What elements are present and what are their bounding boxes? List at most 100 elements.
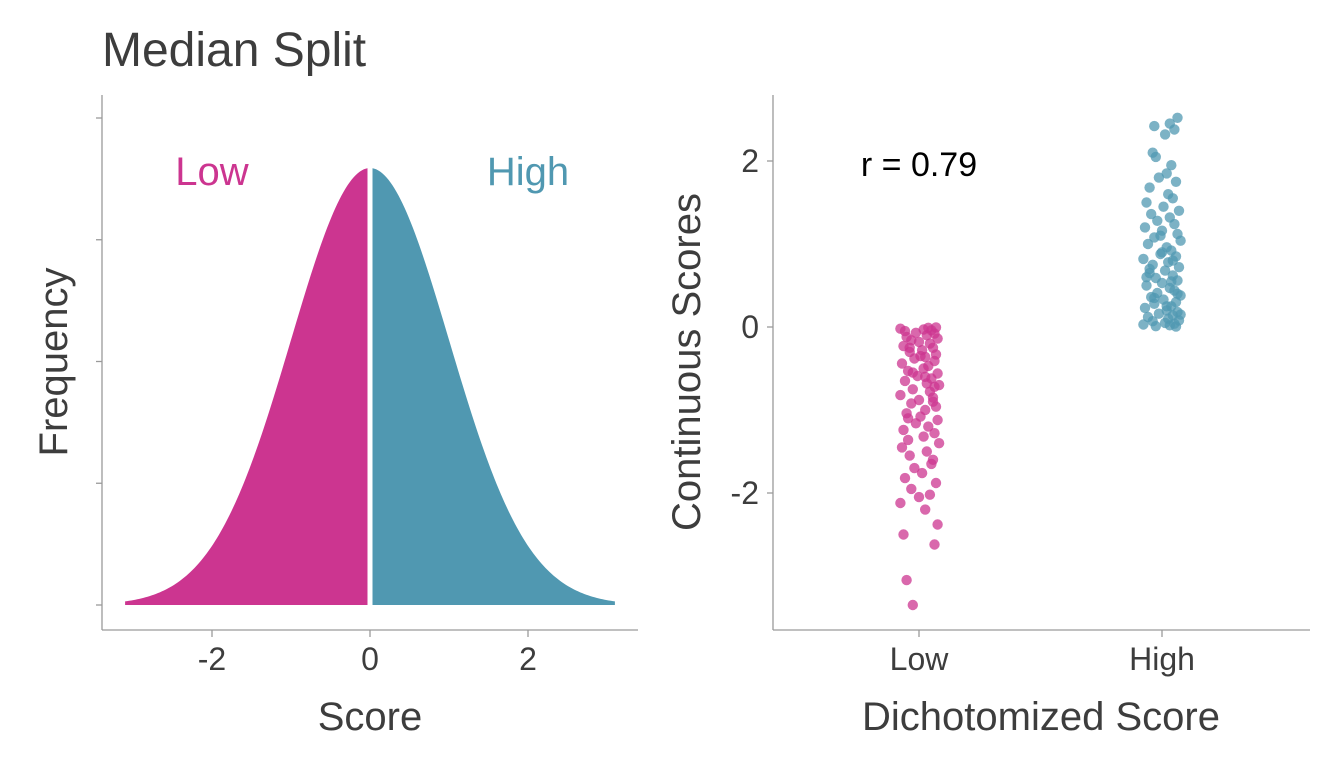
low-point bbox=[904, 342, 915, 353]
low-point bbox=[929, 428, 940, 439]
low-point bbox=[904, 450, 915, 461]
right-y-tick-label: 2 bbox=[741, 143, 759, 179]
low-point bbox=[895, 323, 906, 334]
high-density-area bbox=[370, 168, 615, 605]
low-point bbox=[898, 529, 909, 540]
left-x-tick-label: 0 bbox=[361, 641, 379, 677]
high-point bbox=[1172, 288, 1183, 299]
high-point bbox=[1146, 208, 1157, 220]
high-point bbox=[1167, 255, 1179, 266]
low-point bbox=[932, 519, 943, 530]
low-point bbox=[920, 371, 931, 382]
left-y-ticks bbox=[96, 117, 102, 606]
scatter-chart: -2 0 2 Low High r = 0.79 Dichotomized Score… bbox=[665, 95, 1310, 739]
high-point bbox=[1166, 276, 1177, 287]
left-x-ticks: -2 0 2 bbox=[198, 630, 537, 677]
low-point bbox=[909, 462, 920, 474]
low-point bbox=[902, 413, 914, 424]
low-region-label: Low bbox=[175, 150, 248, 194]
scatter-points bbox=[895, 112, 1186, 611]
low-point bbox=[913, 394, 925, 406]
low-point bbox=[932, 414, 943, 426]
low-point bbox=[906, 483, 917, 495]
high-region-label: High bbox=[487, 150, 569, 194]
high-point bbox=[1175, 309, 1186, 320]
low-point bbox=[898, 424, 909, 436]
high-point bbox=[1142, 238, 1154, 250]
low-point bbox=[923, 421, 934, 432]
high-point bbox=[1159, 265, 1171, 276]
right-x-ticks: Low High bbox=[890, 630, 1195, 677]
low-point bbox=[920, 404, 931, 416]
low-point bbox=[907, 367, 918, 378]
low-point bbox=[932, 368, 943, 379]
low-point bbox=[933, 438, 945, 449]
high-point bbox=[1161, 168, 1172, 179]
high-point bbox=[1161, 301, 1172, 312]
low-point bbox=[907, 384, 918, 395]
right-y-axis-label: Continuous Scores bbox=[665, 193, 709, 531]
high-point bbox=[1167, 193, 1179, 204]
low-point bbox=[927, 396, 939, 407]
high-point bbox=[1172, 112, 1183, 124]
high-point bbox=[1138, 253, 1149, 265]
high-point bbox=[1156, 277, 1168, 289]
high-point bbox=[1166, 160, 1177, 171]
high-point bbox=[1150, 321, 1162, 332]
high-point bbox=[1141, 280, 1152, 291]
left-x-axis-label: Score bbox=[318, 695, 423, 739]
left-y-axis-label: Frequency bbox=[32, 268, 76, 457]
density-chart: -2 0 2 Low High Score Frequency bbox=[32, 95, 638, 739]
high-point bbox=[1141, 272, 1152, 283]
correlation-annotation: r = 0.79 bbox=[861, 146, 977, 184]
high-point bbox=[1169, 218, 1180, 230]
low-point bbox=[907, 599, 918, 611]
low-point bbox=[899, 472, 911, 484]
low-point bbox=[896, 358, 908, 369]
high-point bbox=[1173, 205, 1185, 216]
high-point bbox=[1144, 182, 1155, 193]
left-x-tick-label: -2 bbox=[198, 641, 226, 677]
low-point bbox=[930, 322, 942, 333]
low-point bbox=[895, 497, 906, 509]
low-point bbox=[901, 574, 912, 586]
right-x-tick-label: High bbox=[1129, 641, 1195, 677]
low-point bbox=[924, 338, 936, 349]
low-density-area bbox=[125, 168, 370, 605]
low-point bbox=[918, 431, 929, 442]
high-point bbox=[1159, 129, 1171, 140]
right-x-tick-label: Low bbox=[890, 641, 950, 677]
low-point bbox=[930, 477, 942, 489]
high-point bbox=[1169, 124, 1180, 135]
high-point bbox=[1149, 120, 1160, 132]
low-point bbox=[924, 489, 936, 500]
low-point bbox=[916, 467, 928, 479]
page-title: Median Split bbox=[102, 24, 367, 77]
high-point bbox=[1152, 215, 1163, 226]
high-point bbox=[1149, 292, 1160, 304]
right-x-axis-label: Dichotomized Score bbox=[862, 695, 1220, 739]
low-point bbox=[913, 491, 925, 503]
high-point bbox=[1141, 197, 1152, 208]
low-point bbox=[915, 350, 926, 362]
high-point bbox=[1153, 308, 1165, 319]
left-x-tick-label: 2 bbox=[519, 641, 537, 677]
low-point bbox=[927, 454, 939, 465]
high-point bbox=[1138, 319, 1149, 330]
high-point bbox=[1175, 235, 1186, 246]
right-y-tick-label: 0 bbox=[741, 309, 759, 345]
high-point bbox=[1170, 321, 1182, 332]
low-point bbox=[921, 446, 932, 457]
high-point bbox=[1173, 262, 1185, 273]
right-y-tick-label: -2 bbox=[731, 475, 759, 511]
low-point bbox=[895, 389, 906, 401]
low-point bbox=[929, 539, 940, 550]
high-point bbox=[1153, 172, 1165, 183]
low-point bbox=[923, 322, 934, 333]
high-point bbox=[1158, 201, 1169, 212]
high-point bbox=[1139, 302, 1151, 314]
high-point bbox=[1155, 230, 1166, 241]
high-point bbox=[1139, 222, 1151, 233]
low-point bbox=[933, 379, 945, 391]
